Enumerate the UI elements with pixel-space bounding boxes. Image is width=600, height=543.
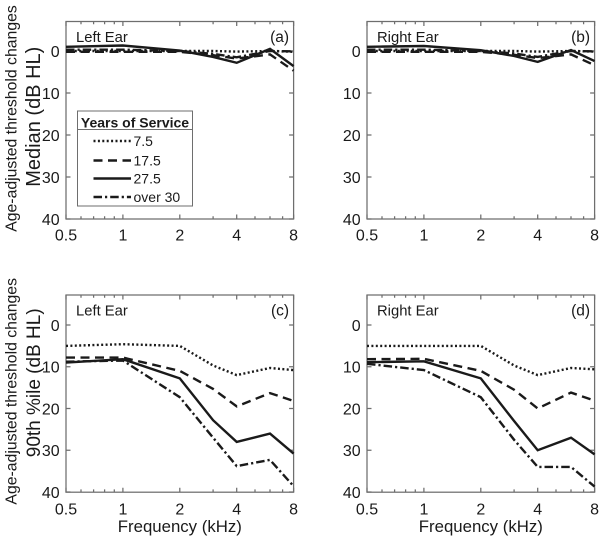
svg-text:(d): (d) (571, 303, 590, 320)
svg-text:Left Ear: Left Ear (76, 303, 128, 319)
svg-text:10: 10 (343, 360, 361, 377)
svg-text:0.5: 0.5 (55, 227, 77, 244)
svg-text:2: 2 (476, 227, 485, 244)
svg-text:(a): (a) (270, 29, 289, 46)
svg-text:90th %ile (dB HL): 90th %ile (dB HL) (24, 308, 45, 457)
svg-text:Age-adjusted threshold changes: Age-adjusted threshold changes (3, 5, 20, 232)
svg-text:4: 4 (232, 227, 241, 244)
svg-text:Years of Service: Years of Service (81, 114, 189, 130)
svg-text:0.5: 0.5 (356, 501, 378, 518)
svg-text:2: 2 (476, 501, 485, 518)
svg-text:Left Ear: Left Ear (76, 30, 128, 46)
svg-text:4: 4 (533, 227, 542, 244)
svg-text:30: 30 (343, 443, 361, 460)
svg-text:2: 2 (175, 227, 184, 244)
svg-text:Age-adjusted threshold changes: Age-adjusted threshold changes (3, 278, 20, 505)
svg-text:(c): (c) (271, 303, 289, 320)
svg-text:8: 8 (289, 227, 298, 244)
svg-text:Right Ear: Right Ear (377, 303, 439, 319)
svg-text:0: 0 (352, 318, 361, 335)
svg-text:4: 4 (232, 501, 241, 518)
svg-text:30: 30 (42, 443, 60, 460)
svg-text:17.5: 17.5 (134, 153, 161, 169)
svg-text:7.5: 7.5 (134, 133, 154, 149)
svg-text:30: 30 (343, 170, 361, 187)
svg-text:1: 1 (419, 501, 428, 518)
svg-text:Right Ear: Right Ear (377, 30, 439, 46)
svg-text:40: 40 (42, 212, 60, 229)
svg-text:10: 10 (42, 86, 60, 103)
svg-text:40: 40 (343, 212, 361, 229)
svg-text:2: 2 (175, 501, 184, 518)
svg-text:Frequency (kHz): Frequency (kHz) (118, 517, 242, 536)
svg-text:8: 8 (590, 501, 599, 518)
svg-text:over 30: over 30 (134, 189, 181, 205)
svg-text:8: 8 (289, 501, 298, 518)
svg-text:0: 0 (51, 318, 60, 335)
svg-text:20: 20 (42, 401, 60, 418)
svg-text:1: 1 (419, 227, 428, 244)
svg-text:10: 10 (343, 86, 361, 103)
svg-text:0.5: 0.5 (55, 501, 77, 518)
svg-text:20: 20 (343, 128, 361, 145)
svg-text:40: 40 (42, 485, 60, 502)
svg-text:1: 1 (118, 501, 127, 518)
svg-text:Frequency (kHz): Frequency (kHz) (419, 517, 543, 536)
svg-text:0: 0 (51, 44, 60, 61)
svg-text:27.5: 27.5 (134, 171, 161, 187)
svg-text:0: 0 (352, 44, 361, 61)
svg-text:4: 4 (533, 501, 542, 518)
svg-text:(b): (b) (571, 29, 590, 46)
svg-text:8: 8 (590, 227, 599, 244)
svg-text:30: 30 (42, 170, 60, 187)
svg-text:1: 1 (118, 227, 127, 244)
svg-text:0.5: 0.5 (356, 227, 378, 244)
svg-text:10: 10 (42, 360, 60, 377)
svg-text:20: 20 (343, 401, 361, 418)
svg-text:20: 20 (42, 128, 60, 145)
svg-text:40: 40 (343, 485, 361, 502)
svg-text:Median (dB HL): Median (dB HL) (23, 47, 45, 187)
